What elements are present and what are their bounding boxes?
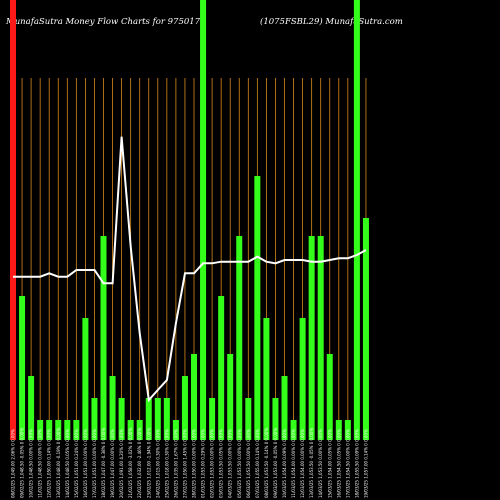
x-tick-label: 25/02/25 1,018.00 0.30% 0 0.00%	[164, 429, 169, 498]
x-tick-label: 20/02/25 1,091.00 4.20% 0 0.00%	[119, 429, 124, 498]
x-tick-label: 11/03/25 1,054.00 0.00% 0 0.00%	[291, 429, 296, 498]
x-tick-label: 08/03/25 1,053.50 -0.14% 0 0.00%	[264, 428, 269, 498]
x-tick-label: 26/02/25 1,035.00 1.67% 0 0.00%	[173, 429, 178, 498]
x-tick-label: 17/02/25 1,051.00 0.00% 0 0.00%	[92, 429, 97, 498]
x-tick-label: 01/03/25 1,053.00 0.29% 0 0.00%	[201, 429, 206, 498]
volume-bar	[28, 376, 35, 440]
volume-bar	[290, 420, 297, 440]
volume-bar	[209, 398, 216, 440]
volume-bar	[254, 176, 261, 440]
x-tick-label: 02/03/25 1,053.00 0.00% 0 0.00%	[210, 429, 215, 498]
x-tick-label: 16/02/25 1,051.00 0.00% 0 0.00%	[83, 429, 88, 498]
volume-bar	[64, 420, 71, 440]
x-tick-label: 16/03/25 1,054.50 0.05% 0 0.00%	[336, 429, 341, 498]
volume-bars	[10, 0, 369, 440]
volume-bar	[245, 398, 252, 440]
x-tick-label: 21/02/25 1,058.00 -3.02% 0 0.00%	[128, 428, 133, 498]
x-tick-label: 03/03/25 1,053.50 0.05% 0 0.00%	[219, 429, 224, 498]
x-tick-label: 18/02/25 1,047.00 -0.38% 0 0.00%	[101, 428, 106, 498]
x-tick-label: 12/02/25 1,050.00 0.14% 0 0.00%	[47, 429, 52, 498]
volume-bar	[299, 318, 306, 440]
x-tick-label: 04/03/25 1,053.50 0.00% 0 0.00%	[228, 429, 233, 498]
x-tick-label: 06/03/25 1,053.50 0.00% 0 0.00%	[246, 429, 251, 498]
volume-bar	[145, 398, 152, 440]
volume-bar	[227, 354, 234, 440]
x-tick-label: 09/02/25 1,048.50 -0.05% 0 0.00%	[20, 428, 25, 498]
x-tick-label: 15/03/25 1,054.00 0.05% 0 0.00%	[327, 429, 332, 498]
x-tick-label: 08/02/25 1,049.00 2.06% 0 0.00%	[11, 429, 16, 498]
volume-bar	[263, 318, 270, 440]
volume-bar	[73, 420, 80, 440]
x-tick-label: 24/02/25 1,015.00 0.30% 0 0.00%	[155, 429, 160, 498]
volume-bar	[19, 296, 26, 440]
volume-bar	[82, 318, 89, 440]
x-tick-label: 19/03/25 1,057.00 0.14% 0 0.00%	[363, 429, 368, 498]
volume-bar	[55, 420, 62, 440]
x-tick-labels: 08/02/25 1,049.00 2.06% 0 0.00% 09/02/25 …	[11, 428, 369, 498]
volume-bar	[344, 420, 351, 440]
volume-bar	[362, 218, 369, 440]
volume-bar	[154, 398, 161, 440]
x-tick-label: 28/02/25 1,050.00 0.00% 0 0.00%	[192, 429, 197, 498]
volume-bar	[308, 236, 315, 440]
volume-bar	[191, 354, 197, 440]
volume-bar	[353, 0, 360, 440]
x-tick-label: 15/02/25 1,051.00 0.24% 0 0.00%	[74, 429, 79, 498]
x-tick-label: 13/02/25 1,048.00 -0.19% 0 0.00%	[56, 428, 61, 498]
volume-bar	[163, 398, 170, 440]
x-tick-label: 19/02/25 1,047.00 0.00% 0 0.00%	[110, 429, 115, 498]
volume-bar	[136, 420, 143, 440]
chart-title-left: MunafaSutra Money Flow Charts for 975017	[5, 17, 201, 27]
volume-bar	[236, 236, 243, 440]
x-tick-label: 11/02/25 1,048.50 0.00% 0 0.00%	[38, 429, 43, 498]
x-tick-label: 09/03/25 1,053.00 -0.05% 0 0.00%	[273, 428, 278, 498]
x-tick-label: 13/03/25 1,053.50 -0.05% 0 0.00%	[309, 428, 314, 498]
volume-bar	[335, 420, 342, 440]
x-tick-label: 27/02/25 1,050.00 1.45% 0 0.00%	[182, 429, 187, 498]
x-tick-label: 10/03/25 1,054.00 0.09% 0 0.00%	[282, 429, 287, 498]
price-line	[13, 136, 367, 403]
chart-title-right: (1075FSBL29) MunafaSutra.com	[260, 16, 403, 27]
x-tick-label: 14/02/25 1,048.50 0.05% 0 0.00%	[65, 429, 70, 498]
volume-bar	[46, 420, 53, 440]
volume-bar	[281, 376, 288, 440]
volume-bar	[218, 296, 225, 440]
volume-bar	[10, 0, 16, 440]
x-tick-label: 17/03/25 1,054.50 0.00% 0 0.00%	[345, 429, 350, 498]
volume-bar	[118, 398, 125, 440]
x-tick-label: 12/03/25 1,054.00 0.00% 0 0.00%	[300, 429, 305, 498]
volume-bar	[37, 420, 44, 440]
volume-bar	[109, 376, 116, 440]
x-tick-label: 10/02/25 1,048.50 0.00% 0 0.00%	[29, 429, 34, 498]
x-tick-label: 14/03/25 1,053.50 0.00% 0 0.00%	[318, 429, 323, 498]
x-tick-label: 05/03/25 1,053.50 0.00% 0 0.00%	[237, 429, 242, 498]
volume-bar	[326, 354, 333, 440]
volume-bar	[91, 398, 98, 440]
volume-bar	[272, 398, 279, 440]
x-tick-label: 07/03/25 1,055.00 0.14% 0 0.00%	[255, 429, 260, 498]
volume-bar	[127, 420, 134, 440]
volume-bar	[172, 420, 179, 440]
volume-bar	[181, 376, 188, 440]
x-tick-label: 23/02/25 1,012.00 -1.94% 0 0.00%	[146, 428, 151, 498]
volume-bar	[200, 0, 207, 440]
volume-bar	[317, 236, 324, 440]
x-tick-label: 18/03/25 1,055.50 0.09% 0 0.00%	[354, 429, 359, 498]
x-tick-label: 22/02/25 1,032.00 -2.46% 0 0.00%	[137, 428, 142, 498]
volume-bar	[100, 236, 107, 440]
